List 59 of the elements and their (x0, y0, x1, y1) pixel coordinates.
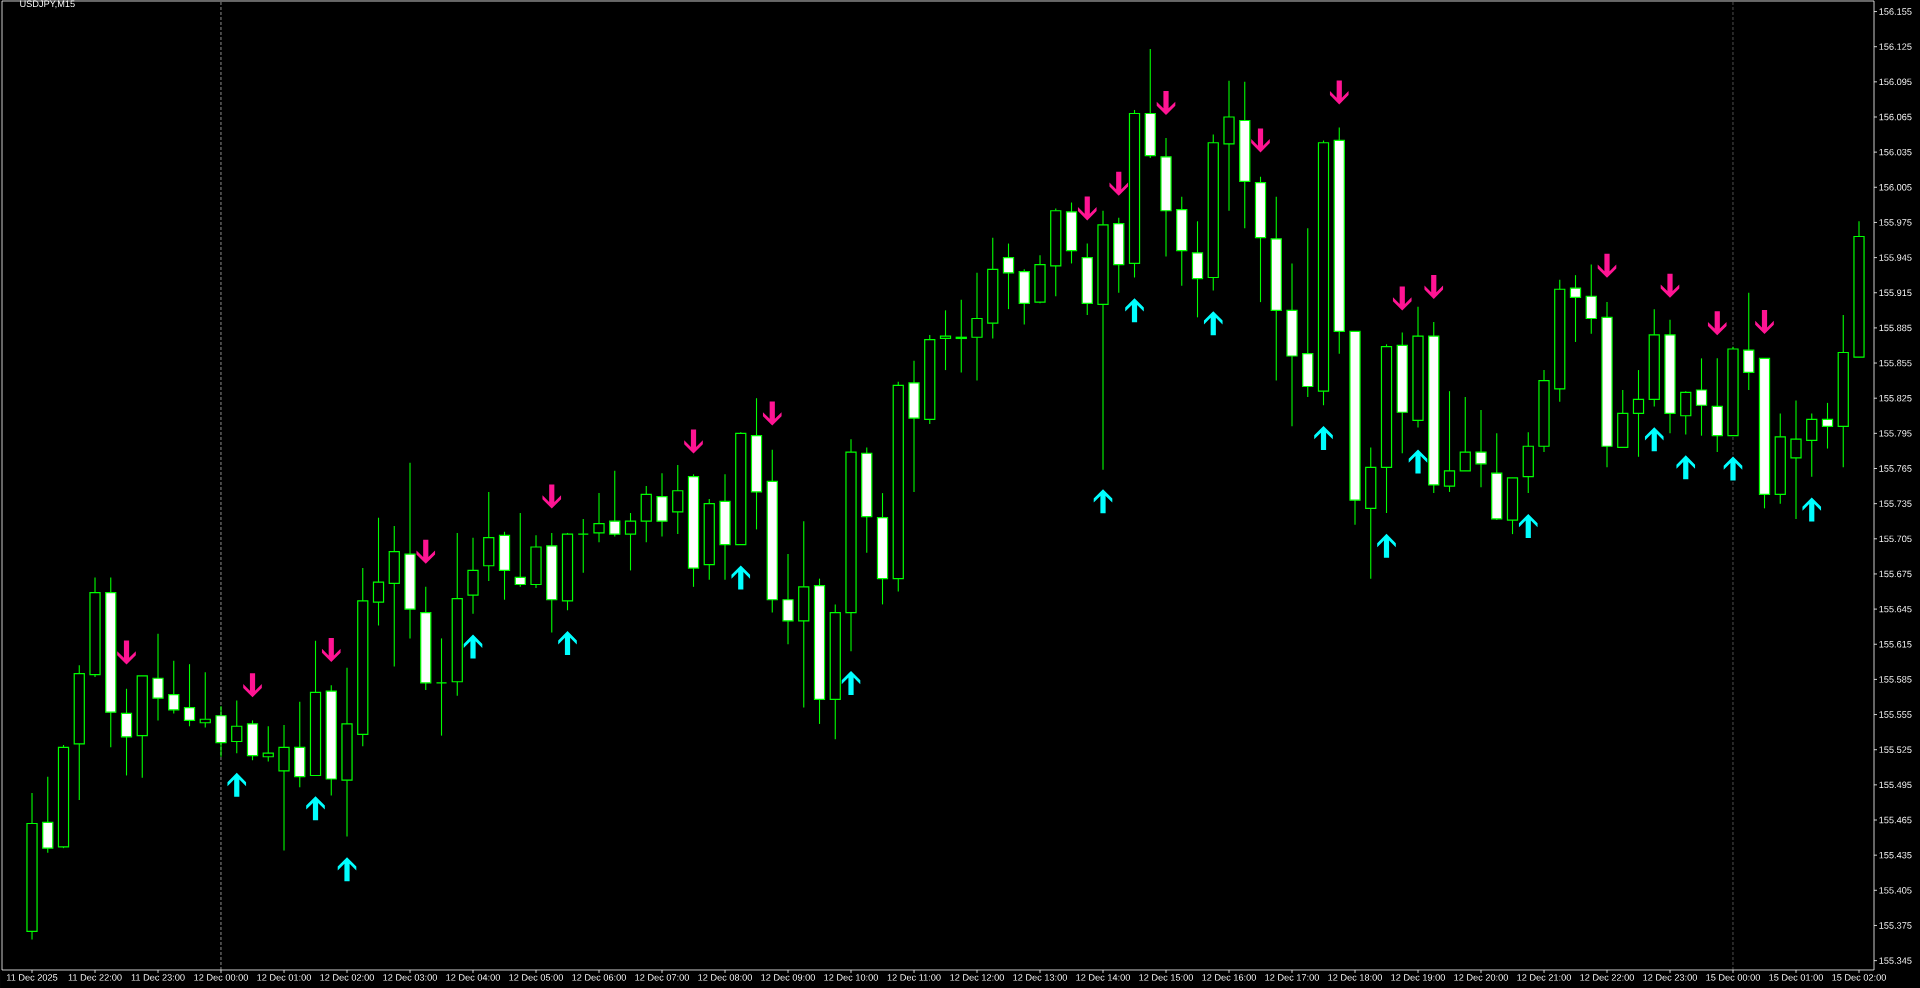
y-tick-label: 155.705 (1879, 535, 1912, 543)
y-tick-label: 155.345 (1879, 957, 1912, 964)
y-tick-label: 155.885 (1879, 324, 1912, 332)
x-tick-label: 11 Dec 23:00 (131, 974, 185, 981)
x-tick-label: 15 Dec 00:00 (1706, 974, 1760, 981)
x-tick-label: 12 Dec 14:00 (1076, 974, 1131, 981)
y-tick-label: 155.375 (1879, 922, 1912, 929)
x-tick-label: 12 Dec 13:00 (1013, 974, 1068, 981)
y-tick-label: 155.435 (1879, 851, 1912, 859)
x-tick-label: 12 Dec 12:00 (950, 974, 1005, 981)
y-tick-label: 155.525 (1879, 746, 1912, 753)
x-tick-label: 12 Dec 19:00 (1391, 974, 1446, 981)
y-tick-label: 155.495 (1879, 781, 1912, 789)
y-tick-label: 156.125 (1879, 43, 1912, 50)
y-tick-label: 156.005 (1879, 184, 1912, 191)
x-tick-label: 12 Dec 15:00 (1139, 974, 1194, 981)
x-tick-label: 11 Dec 22:00 (68, 974, 122, 981)
y-tick-label: 155.675 (1879, 570, 1912, 578)
y-tick-label: 155.465 (1879, 816, 1912, 824)
y-tick-label: 155.735 (1879, 500, 1912, 507)
y-tick-label: 156.065 (1879, 113, 1912, 121)
x-tick-label: 11 Dec 2025 (6, 974, 58, 981)
y-tick-label: 155.405 (1879, 887, 1912, 894)
x-tick-label: 12 Dec 16:00 (1202, 974, 1257, 981)
x-tick-label: 15 Dec 01:00 (1769, 974, 1823, 981)
x-tick-label: 12 Dec 00:00 (194, 974, 249, 981)
x-tick-label: 12 Dec 09:00 (761, 974, 816, 981)
y-tick-label: 156.035 (1879, 148, 1912, 156)
x-tick-label: 12 Dec 06:00 (572, 974, 627, 981)
y-tick-label: 156.155 (1879, 8, 1912, 15)
y-tick-label: 155.765 (1879, 465, 1912, 472)
y-tick-label: 155.585 (1879, 676, 1912, 683)
x-tick-label: 12 Dec 04:00 (446, 974, 501, 981)
x-tick-label: 12 Dec 08:00 (698, 974, 753, 981)
x-tick-label: 12 Dec 21:00 (1517, 974, 1572, 981)
x-tick-label: 12 Dec 05:00 (509, 974, 564, 981)
y-tick-label: 155.915 (1879, 289, 1912, 297)
y-tick-label: 155.555 (1879, 711, 1912, 718)
y-tick-label: 156.095 (1879, 78, 1912, 86)
x-tick-label: 12 Dec 20:00 (1454, 974, 1509, 981)
x-tick-label: 12 Dec 07:00 (635, 974, 690, 981)
x-tick-label: 12 Dec 03:00 (383, 974, 438, 981)
x-tick-label: 12 Dec 10:00 (824, 974, 879, 981)
y-tick-label: 155.975 (1879, 219, 1912, 226)
x-tick-label: 12 Dec 11:00 (887, 974, 941, 981)
x-tick-label: 12 Dec 17:00 (1265, 974, 1320, 981)
x-tick-label: 12 Dec 01:00 (257, 974, 312, 981)
x-tick-label: 12 Dec 23:00 (1643, 974, 1697, 981)
y-tick-label: 155.645 (1879, 605, 1912, 613)
x-tick-label: 12 Dec 18:00 (1328, 974, 1383, 981)
x-tick-label: 15 Dec 02:00 (1832, 974, 1886, 981)
y-tick-label: 155.795 (1879, 430, 1912, 437)
y-tick-label: 155.855 (1879, 359, 1912, 367)
chart-title: USDJPY,M15 (20, 0, 75, 9)
x-tick-label: 12 Dec 22:00 (1580, 974, 1635, 981)
x-tick-label: 12 Dec 02:00 (320, 974, 375, 981)
y-tick-label: 155.945 (1879, 254, 1912, 261)
y-tick-label: 155.615 (1879, 640, 1912, 648)
y-tick-label: 155.825 (1879, 394, 1912, 402)
